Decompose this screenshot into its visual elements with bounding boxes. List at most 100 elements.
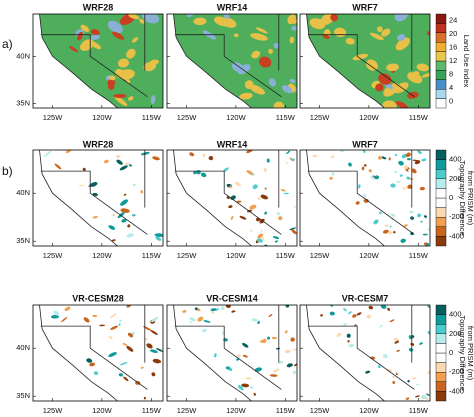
map-feature <box>273 43 279 49</box>
map-feature <box>292 348 297 351</box>
colorbar-tick-label: -200 <box>449 367 464 376</box>
map-feature <box>426 31 430 36</box>
map-feature <box>109 313 117 319</box>
coastline <box>39 14 118 108</box>
land <box>39 305 163 401</box>
map-feature <box>259 56 272 68</box>
map-feature <box>214 353 217 358</box>
map-feature <box>118 58 130 68</box>
map-content <box>167 150 297 246</box>
map-feature <box>398 368 401 372</box>
map-feature <box>386 369 392 373</box>
state-border <box>307 34 415 98</box>
colorbar-tick-label: 200 <box>449 174 462 183</box>
map-feature <box>118 323 121 326</box>
map-feature <box>217 320 223 325</box>
map-feature <box>363 150 366 154</box>
map-feature <box>389 225 392 228</box>
colorbar-tick-label: 8 <box>449 69 453 78</box>
colorbar-segment <box>435 381 447 392</box>
colorbar-segment <box>435 79 447 90</box>
map-feature <box>233 33 239 38</box>
colorbar-segment <box>435 207 447 218</box>
map-feature <box>140 366 144 369</box>
map-feature <box>292 370 297 375</box>
map-feature <box>260 229 263 232</box>
map-feature <box>410 342 415 346</box>
map-feature <box>290 396 294 401</box>
map-feature <box>143 61 157 72</box>
map-feature <box>103 159 109 164</box>
map-feature <box>427 370 430 375</box>
map-feature <box>419 186 425 191</box>
map-feature <box>126 345 134 352</box>
map-feature <box>120 199 129 206</box>
map-feature <box>312 154 318 158</box>
map-feature <box>268 314 273 318</box>
map-feature <box>215 308 220 311</box>
map-feature <box>234 181 241 187</box>
state-border <box>174 34 282 98</box>
map-feature <box>415 395 420 398</box>
map-feature <box>366 59 378 71</box>
map-feature <box>282 377 287 382</box>
panel-title: WRF28 <box>83 2 114 12</box>
map-feature <box>141 14 160 24</box>
map-feature <box>200 172 207 178</box>
colorbar-tick-label: 20 <box>449 29 457 38</box>
lon-label: 125W <box>177 406 198 415</box>
map-feature <box>281 85 293 94</box>
map-feature <box>370 155 377 158</box>
map-feature <box>426 242 430 246</box>
map-panel <box>299 304 431 402</box>
colorbar-segment <box>435 362 447 373</box>
coastline <box>173 305 252 401</box>
map-feature <box>225 366 230 370</box>
map-feature <box>80 24 90 32</box>
map-feature <box>143 333 153 339</box>
map-feature <box>322 34 330 39</box>
lat-label: 40N <box>16 343 30 352</box>
map-feature <box>257 197 261 200</box>
map-feature <box>395 101 409 108</box>
map-feature <box>202 153 206 158</box>
panel-title: WRF14 <box>217 2 248 12</box>
map-feature <box>271 336 277 340</box>
map-feature <box>272 236 280 239</box>
map-feature <box>99 324 106 327</box>
map-feature <box>230 215 234 220</box>
map-feature <box>242 342 249 348</box>
map-feature <box>383 330 389 335</box>
map-feature <box>394 340 400 344</box>
map-feature <box>261 237 265 241</box>
map-feature <box>67 152 75 156</box>
colorbar-tick-label: 0 <box>449 96 453 105</box>
map-feature <box>420 220 423 223</box>
map-feature <box>256 238 263 243</box>
map-feature <box>330 155 335 159</box>
map-feature <box>246 170 254 175</box>
map-feature <box>274 240 278 243</box>
map-feature <box>398 160 404 166</box>
map-feature <box>420 394 427 400</box>
lon-label: 115W <box>276 251 296 260</box>
map-feature <box>291 229 297 235</box>
colorbar-label: from PRISM (m) <box>466 171 474 226</box>
map-feature <box>113 93 127 99</box>
map-feature <box>407 379 410 383</box>
lon-label: 120W <box>359 251 380 260</box>
map-feature <box>393 170 398 174</box>
lon-label: 125W <box>310 251 331 260</box>
map-feature <box>197 316 204 322</box>
map-feature <box>427 228 430 231</box>
map-feature <box>378 73 392 85</box>
map-feature <box>276 212 281 216</box>
map-feature <box>348 311 352 315</box>
map-feature <box>410 231 414 236</box>
map-feature <box>396 349 400 352</box>
map-frame <box>166 13 298 109</box>
colorbar-segment <box>435 42 447 52</box>
map-feature <box>119 155 128 161</box>
map-feature <box>203 320 211 323</box>
